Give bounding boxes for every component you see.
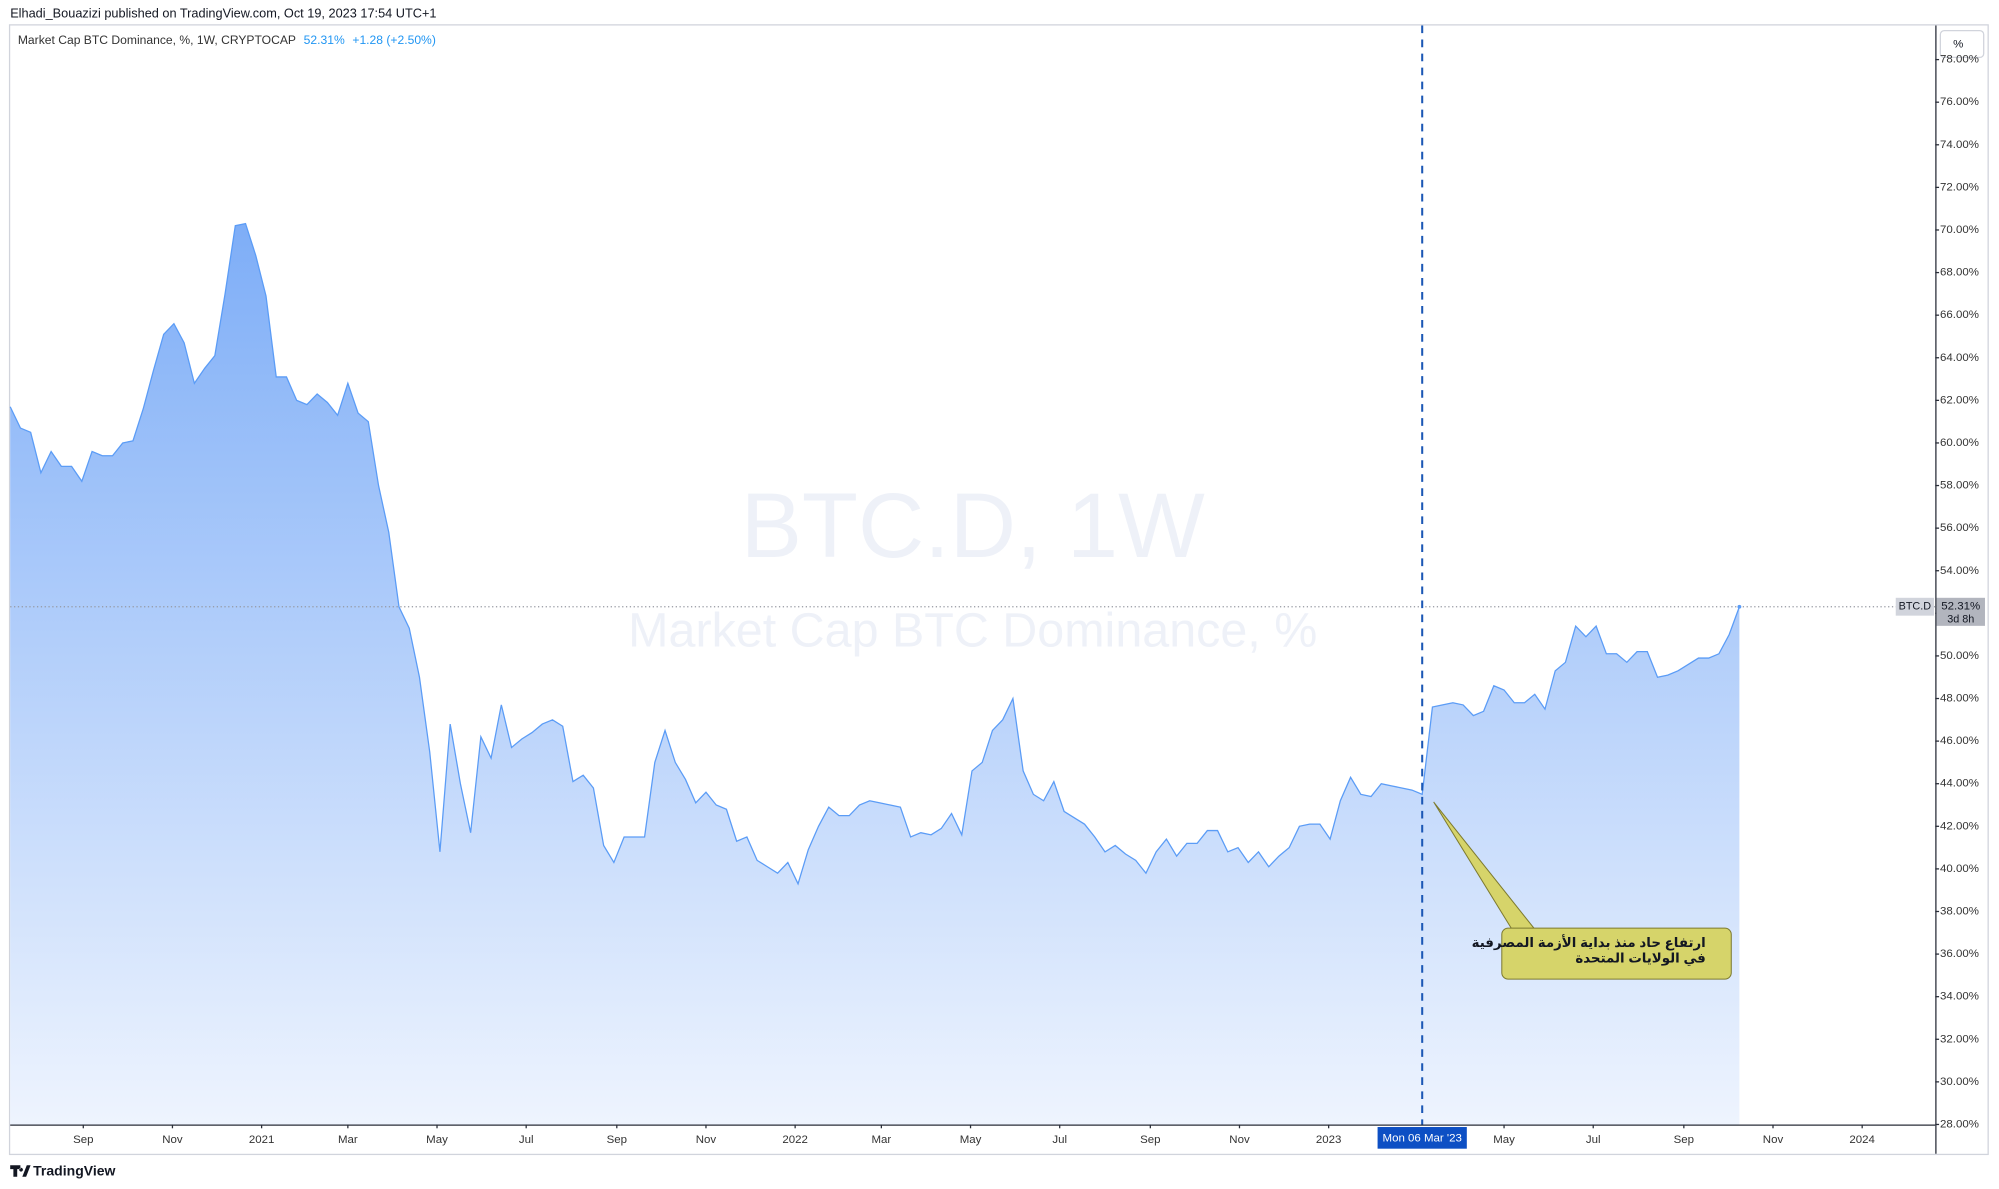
y-tick-label: 76.00% [1940,96,1979,108]
crosshair-label-box [1377,1127,1467,1149]
y-tick-label: 74.00% [1940,139,1979,151]
symbol-label-box [1895,597,1934,616]
y-tick-label: 38.00% [1940,906,1979,918]
x-tick-label: Mar [338,1134,358,1146]
y-tick-label: 50.00% [1940,650,1979,662]
y-tick-label: 58.00% [1940,480,1979,492]
plot [9,222,1936,1125]
x-tick-label: May [426,1134,448,1146]
x-tick-label: May [960,1134,982,1146]
y-tick-label: 44.00% [1940,778,1979,790]
legend-title: Market Cap BTC Dominance, %, 1W, CRYPTOC… [18,33,296,47]
y-tick-label: 56.00% [1940,522,1979,534]
price-label-box [1936,597,1985,626]
x-tick-label: 2021 [249,1134,275,1146]
y-tick-label: 70.00% [1940,224,1979,236]
x-tick-label: Jul [1052,1134,1067,1146]
scale-button[interactable] [1939,29,1985,59]
annotation-box [1501,927,1732,980]
y-tick-label: 40.00% [1940,863,1979,875]
footer-text: TradingView [33,1162,115,1178]
y-tick-label: 66.00% [1940,309,1979,321]
x-tick-label: May [1493,1134,1515,1146]
last-point [1737,604,1742,609]
x-tick-label: Sep [73,1134,93,1146]
footer-logo: TradingView [10,1162,116,1178]
y-tick-label: 34.00% [1940,991,1979,1003]
x-tick-label: Nov [1763,1134,1784,1146]
x-tick-label: Sep [607,1134,627,1146]
price-label: 52.31% [1941,601,1980,613]
y-tick-label: 46.00% [1940,735,1979,747]
x-tick-label: Sep [1140,1134,1160,1146]
countdown-label: 3d 8h [1947,613,1974,625]
annotation-text: في الولايات المتحدة [1575,950,1705,965]
crosshair-label: Mon 06 Mar '23 [1383,1133,1462,1145]
y-tick-label: 42.00% [1940,820,1979,832]
area-fill [10,223,1740,1125]
y-tick-label: 28.00% [1940,1118,1979,1130]
x-tick-label: Sep [1674,1134,1694,1146]
y-tick-label: 30.00% [1940,1076,1979,1088]
x-tick-label: Mar [871,1134,891,1146]
annotation-text: ارتفاع حاد منذ بداية الأزمة المصرفية [1472,934,1706,950]
legend-value: 52.31% [304,33,345,47]
area-line [9,222,1740,886]
x-tick-label: 2023 [1316,1134,1342,1146]
y-tick-label: 60.00% [1940,437,1979,449]
y-tick-label: 36.00% [1940,948,1979,960]
y-tick-label: 68.00% [1940,267,1979,279]
watermark: BTC.D, 1W Market Cap BTC Dominance, % [628,475,1317,657]
x-tick-label: Nov [696,1134,717,1146]
y-tick-label: 48.00% [1940,693,1979,705]
y-tick-label: 78.00% [1940,54,1979,66]
legend-change: +1.28 (+2.50%) [352,33,435,47]
x-tick-label: Jul [1586,1134,1601,1146]
x-tick-label: Jul [519,1134,534,1146]
header: Elhadi_Bouazizi published on TradingView… [10,5,436,20]
legend: Market Cap BTC Dominance, %, 1W, CRYPTOC… [18,33,436,47]
scale-button-label[interactable]: % [1953,39,1963,51]
y-tick-label: 72.00% [1940,181,1979,193]
logo-icon [10,1165,31,1177]
watermark-description: Market Cap BTC Dominance, % [628,603,1317,657]
x-tick-label: 2024 [1849,1134,1875,1146]
watermark-symbol: BTC.D, 1W [741,475,1205,577]
frame [8,24,1989,1156]
y-tick-label: 64.00% [1940,352,1979,364]
y-tick-label: 54.00% [1940,565,1979,577]
x-tick-label: Nov [162,1134,183,1146]
x-tick-label: 2022 [782,1134,808,1146]
symbol-label: BTC.D [1899,601,1932,613]
y-tick-label: 32.00% [1940,1033,1979,1045]
x-tick-label: Nov [1229,1134,1250,1146]
y-tick-label: 62.00% [1940,394,1979,406]
